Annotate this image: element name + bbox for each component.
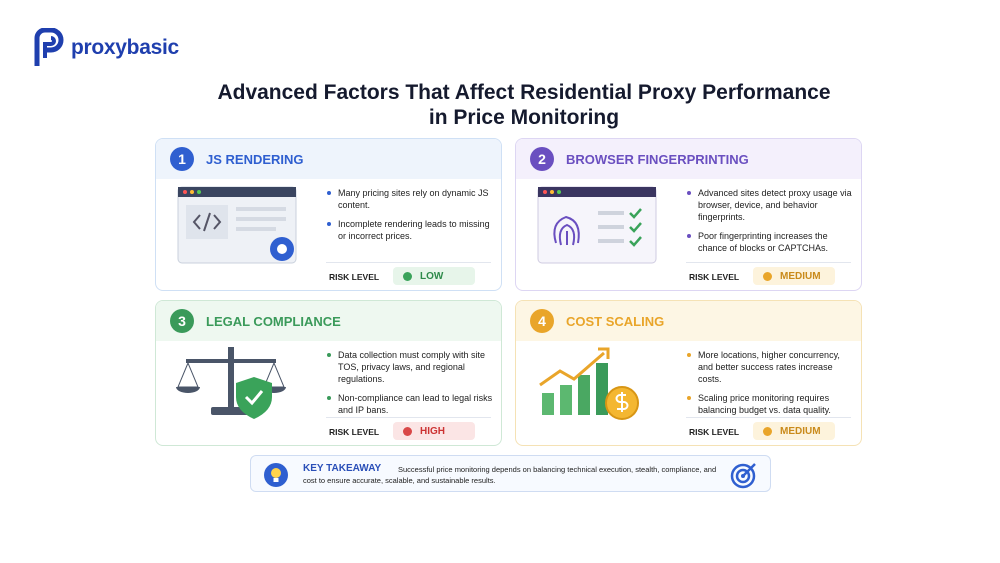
- takeaway-label: KEY TAKEAWAY: [303, 463, 382, 474]
- risk-label: RISK LEVEL: [329, 427, 380, 437]
- target-icon: [730, 463, 756, 489]
- logo: proxybasic: [33, 28, 179, 68]
- card-header: 1 JS RENDERING: [156, 139, 501, 179]
- card-number: 2: [530, 147, 554, 171]
- bullet: Incomplete rendering leads to missing or…: [326, 218, 496, 242]
- risk-pill: LOW: [393, 267, 475, 285]
- card-header: 3 LEGAL COMPLIANCE: [156, 301, 501, 341]
- risk-pill: HIGH: [393, 422, 475, 440]
- bullet: Non-compliance can lead to legal risks a…: [326, 392, 496, 416]
- risk-pill: MEDIUM: [753, 267, 835, 285]
- card: 1 JS RENDERING Many pricing sites rely on …: [155, 138, 502, 291]
- risk-dot: [763, 426, 772, 436]
- bullet: Scaling price monitoring requires balanc…: [686, 392, 856, 416]
- risk-label: RISK LEVEL: [689, 427, 740, 437]
- card-title: BROWSER FINGERPRINTING: [566, 151, 749, 167]
- card-title: COST SCALING: [566, 313, 665, 329]
- bulb-icon: [264, 463, 288, 487]
- card-number: 4: [530, 309, 554, 333]
- card: 4 COST SCALING More locations, higher conc…: [515, 300, 862, 446]
- risk-pill: MEDIUM: [753, 422, 835, 440]
- takeaway-text: Successful price monitoring depends on b…: [303, 465, 717, 485]
- risk-dot: [763, 271, 772, 281]
- bullet: Data collection must comply with site TO…: [326, 349, 496, 385]
- title-line: Advanced Factors That Affect Residential…: [217, 81, 831, 104]
- illustration: [539, 347, 639, 420]
- bullet: Many pricing sites rely on dynamic JS co…: [326, 187, 496, 211]
- risk-value: MEDIUM: [780, 270, 821, 282]
- separator: [326, 417, 491, 418]
- card: 3 LEGAL COMPLIANCE Data collection must co…: [155, 300, 502, 446]
- bullet-list: Advanced sites detect proxy usage via br…: [686, 187, 856, 261]
- separator: [326, 262, 491, 263]
- risk-dot: [403, 426, 412, 436]
- bullet-list: Many pricing sites rely on dynamic JS co…: [326, 187, 496, 249]
- bullet-list: More locations, higher concurrency, and …: [686, 349, 856, 423]
- title-line: in Price Monitoring: [428, 106, 620, 129]
- takeaway: Successful price monitoring depends on b…: [250, 455, 771, 492]
- card-number: 3: [170, 309, 194, 333]
- risk-value: LOW: [420, 270, 444, 282]
- bullet-list: Data collection must comply with site TO…: [326, 349, 496, 423]
- risk-value: MEDIUM: [780, 425, 821, 437]
- illustration: [176, 347, 286, 419]
- logo-icon: [34, 28, 64, 66]
- illustration: [177, 186, 297, 264]
- risk-label: RISK LEVEL: [329, 272, 380, 282]
- card-header: 4 COST SCALING: [516, 301, 861, 341]
- bullet: Advanced sites detect proxy usage via br…: [686, 187, 856, 223]
- card-header: 2 BROWSER FINGERPRINTING: [516, 139, 861, 179]
- title: Advanced Factors That Affect Residential…: [0, 80, 1000, 130]
- separator: [686, 417, 851, 418]
- illustration: [537, 186, 657, 264]
- risk-label: RISK LEVEL: [689, 272, 740, 282]
- bullet: More locations, higher concurrency, and …: [686, 349, 856, 385]
- separator: [686, 262, 851, 263]
- risk-value: HIGH: [420, 425, 445, 437]
- bullet: Poor fingerprinting increases the chance…: [686, 230, 856, 254]
- logo-text: proxybasic: [71, 36, 179, 59]
- card-title: LEGAL COMPLIANCE: [206, 313, 341, 329]
- card: 2 BROWSER FINGERPRINTING Advanced sites de…: [515, 138, 862, 291]
- card-number: 1: [170, 147, 194, 171]
- risk-dot: [403, 271, 412, 281]
- card-title: JS RENDERING: [206, 151, 304, 167]
